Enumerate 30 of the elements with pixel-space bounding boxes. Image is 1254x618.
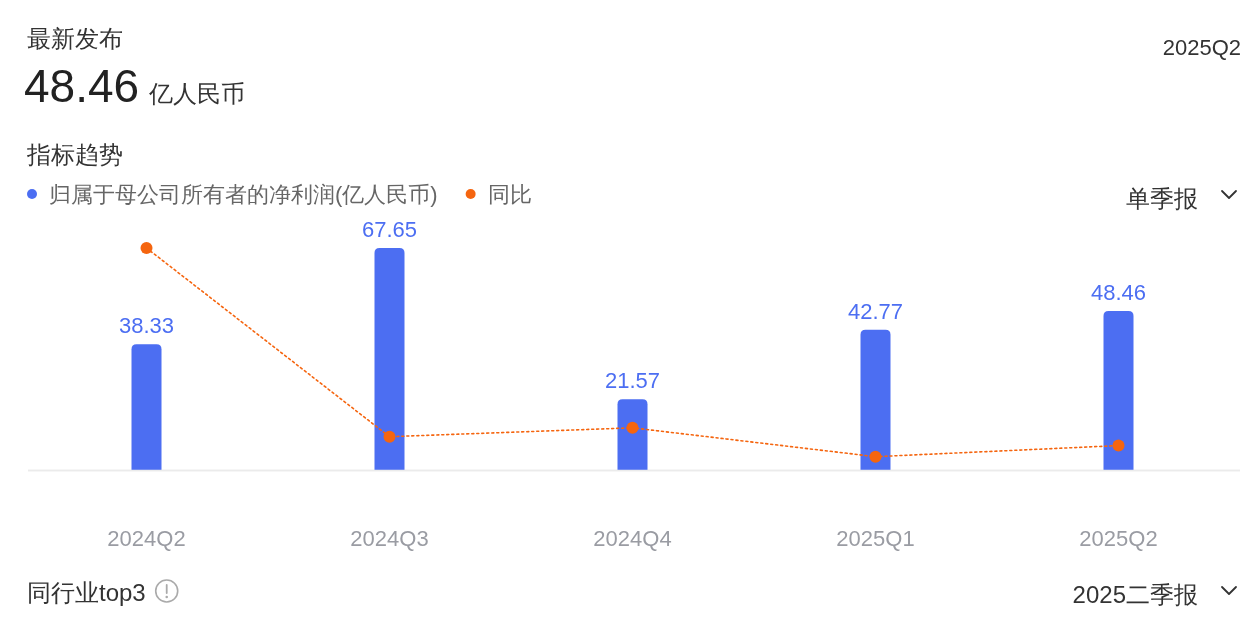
x-tick-label: 2024Q2 <box>107 526 186 551</box>
bar <box>1103 310 1134 470</box>
data-label: 67.65 <box>361 217 418 242</box>
text: 2025二季报 <box>1072 581 1198 608</box>
x-tick-label: 2024Q4 <box>593 526 672 551</box>
x-tick-label: 2025Q2 <box>1079 526 1158 551</box>
data-label: 38.33 <box>118 313 175 339</box>
chart-title: 指标趋势 <box>26 141 123 168</box>
data-label: 42.77 <box>847 298 904 324</box>
legend-label: 归属于母公司所有者的净利润(亿人民币) <box>49 182 438 207</box>
data-label: 21.57 <box>604 368 661 394</box>
bar <box>617 399 648 470</box>
x-tick-label: 2025Q1 <box>836 526 915 551</box>
data-label: 48.46 <box>1090 279 1147 305</box>
text: 2025Q2 <box>1162 35 1241 60</box>
bar <box>374 248 405 470</box>
text: 同行业top3 <box>27 579 146 606</box>
bar <box>131 344 162 470</box>
legend-label: 同比 <box>487 182 532 207</box>
point <box>383 430 396 443</box>
text: 最新发布 <box>27 25 123 52</box>
point <box>626 421 639 434</box>
text: 48.46 <box>24 60 140 112</box>
bar <box>860 329 891 470</box>
point <box>869 450 882 463</box>
point <box>140 242 153 254</box>
point <box>1112 439 1125 452</box>
text: 单季报 <box>1126 185 1198 212</box>
text: 亿人民币 <box>148 80 246 107</box>
x-tick-label: 2024Q3 <box>350 526 429 551</box>
